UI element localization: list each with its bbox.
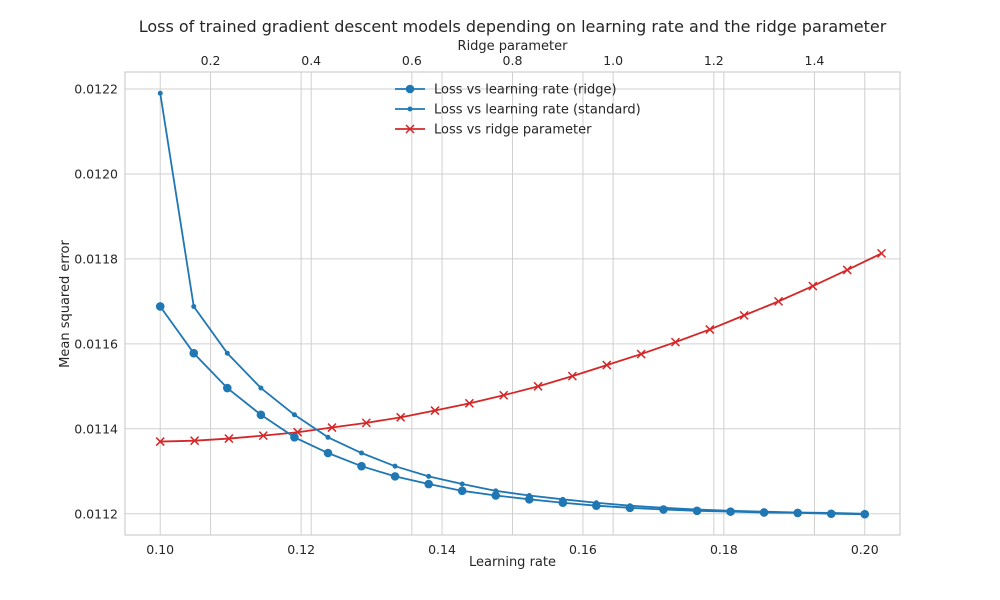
data-point	[430, 406, 440, 416]
data-point	[567, 371, 577, 381]
data-point	[464, 398, 474, 408]
data-point	[290, 433, 299, 442]
data-point	[877, 248, 887, 258]
data-point	[191, 303, 197, 309]
legend-marker-circle-small	[407, 106, 413, 112]
data-point	[558, 498, 568, 508]
grid	[125, 72, 900, 535]
data-point	[759, 508, 769, 517]
top-tick-label: 1.4	[805, 53, 825, 68]
data-point	[223, 383, 232, 393]
data-point	[190, 436, 200, 446]
x-tick-label: 0.20	[851, 542, 879, 557]
legend: Loss vs learning rate (ridge) Loss vs le…	[395, 83, 641, 138]
data-point	[739, 310, 749, 320]
x-tick-label: 0.16	[569, 542, 597, 557]
data-point	[392, 463, 398, 469]
data-point	[705, 324, 715, 334]
data-point	[224, 434, 234, 444]
series-0	[155, 302, 870, 519]
data-point	[692, 506, 702, 516]
x-tick-label: 0.12	[287, 542, 315, 557]
data-point	[636, 349, 646, 359]
data-point	[256, 410, 266, 420]
tick-labels: 0.10 0.12 0.14 0.16 0.18 0.20 0.2 0.4 0.6 0.8 1.0 1…	[74, 53, 878, 557]
y-tick-label: 0.0118	[74, 251, 118, 266]
data-point	[155, 437, 165, 447]
data-point	[726, 507, 735, 516]
data-point	[459, 481, 465, 487]
data-point	[390, 472, 400, 481]
data-point	[357, 461, 366, 471]
data-point	[491, 491, 501, 500]
series-layer	[155, 90, 887, 519]
data-point	[793, 508, 802, 518]
data-point	[424, 479, 433, 489]
data-point	[808, 281, 818, 291]
data-point	[860, 509, 870, 519]
top-tick-label: 1.0	[603, 53, 623, 68]
x-tick-label: 0.10	[146, 542, 174, 557]
y-tick-label: 0.0116	[74, 336, 118, 351]
data-point	[224, 350, 230, 356]
data-point	[524, 495, 534, 504]
top-tick-label: 0.4	[301, 53, 321, 68]
data-point	[291, 412, 297, 418]
data-point	[773, 296, 784, 306]
data-point	[457, 486, 467, 496]
x-tick-label: 0.14	[428, 542, 456, 557]
data-point	[323, 448, 333, 458]
series-line	[159, 305, 865, 516]
top-axis-label: Ridge parameter	[458, 39, 569, 54]
legend-marker-circle-large	[405, 84, 415, 94]
data-point	[625, 503, 635, 513]
y-tick-label: 0.0112	[74, 506, 118, 521]
y-axis-label: Mean squared error	[58, 240, 73, 368]
y-tick-label: 0.0122	[74, 81, 118, 96]
legend-marker-x	[405, 124, 415, 134]
data-point	[426, 473, 432, 479]
data-point	[842, 265, 852, 275]
data-point	[499, 390, 509, 400]
data-point	[670, 337, 680, 347]
data-point	[533, 381, 543, 391]
data-point	[155, 302, 165, 311]
data-point	[327, 423, 337, 433]
legend-label-ridge-parameter: Loss vs ridge parameter	[434, 123, 592, 138]
x-tick-label: 0.18	[710, 542, 738, 557]
legend-entry-ridge-parameter: Loss vs ridge parameter	[395, 123, 592, 138]
data-point	[659, 505, 668, 514]
data-point	[592, 501, 601, 510]
top-tick-label: 0.8	[503, 53, 523, 68]
y-tick-label: 0.0120	[74, 166, 118, 181]
legend-entry-standard: Loss vs learning rate (standard)	[395, 103, 641, 118]
top-tick-label: 1.2	[704, 53, 724, 68]
data-point	[189, 348, 199, 358]
data-point	[396, 412, 406, 422]
series-line	[160, 252, 882, 443]
top-tick-label: 0.6	[402, 53, 422, 68]
legend-entry-ridge: Loss vs learning rate (ridge)	[395, 83, 617, 98]
plot-frame	[124, 71, 901, 536]
data-point	[602, 360, 612, 370]
data-point	[258, 385, 264, 391]
legend-label-ridge: Loss vs learning rate (ridge)	[434, 83, 617, 98]
data-point	[359, 450, 365, 456]
series-2	[155, 248, 887, 447]
data-point	[325, 434, 331, 440]
data-point	[826, 509, 836, 519]
chart-title: Loss of trained gradient descent models …	[139, 17, 887, 36]
data-point	[157, 90, 163, 96]
top-tick-label: 0.2	[201, 53, 221, 68]
legend-label-standard: Loss vs learning rate (standard)	[434, 103, 641, 118]
data-point	[258, 431, 268, 441]
x-axis-label: Learning rate	[469, 555, 556, 570]
y-tick-label: 0.0114	[74, 421, 118, 436]
data-point	[361, 418, 371, 428]
